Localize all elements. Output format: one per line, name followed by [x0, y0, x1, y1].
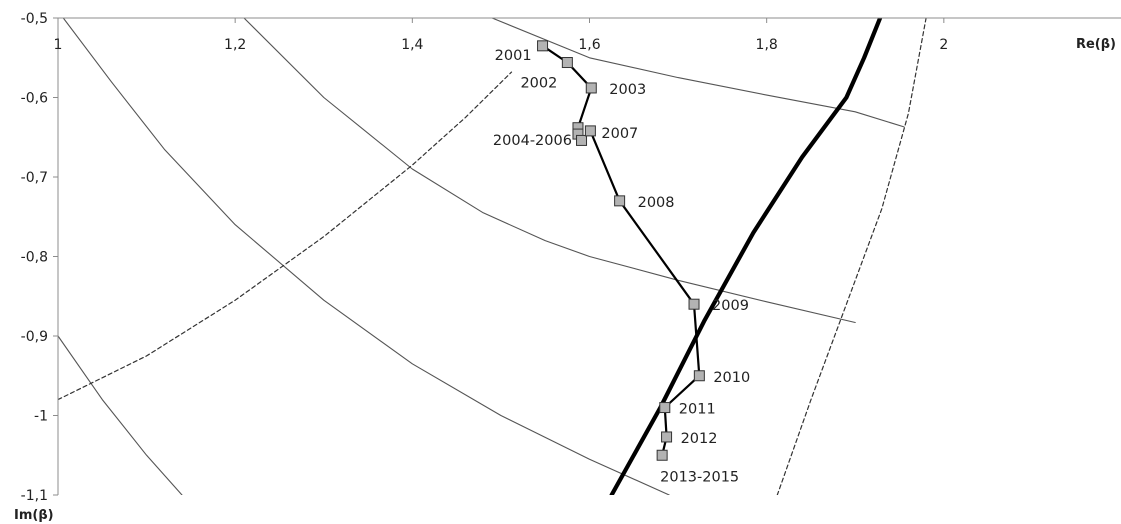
y-tick-label: -1: [34, 409, 48, 425]
x-tick-label: 2: [939, 37, 948, 53]
x-axis-label: Re(β): [1076, 37, 1116, 52]
point-label: 2004-2006: [493, 133, 572, 149]
point-label: 2011: [679, 402, 716, 418]
y-tick-label: -0,9: [21, 329, 48, 345]
x-tick-label: 1,2: [224, 37, 246, 53]
axes-layer: -0,5 -0,6 -0,7 -0,8 -0,9 -1 -1,1 1 1,2 1,4 1,6 1,8 2…: [14, 11, 1121, 523]
curve-6-dashed: [776, 18, 927, 495]
y-tick-label: -0,6: [21, 91, 48, 107]
y-tick-label: -1,1: [21, 488, 48, 504]
point-label: 2002: [520, 76, 557, 92]
curves-layer: [58, 18, 927, 495]
y-tick-label: -0,7: [21, 170, 48, 186]
trajectory-marker: [585, 82, 597, 94]
trajectory-marker: [584, 125, 596, 137]
trajectory-layer: [537, 40, 705, 461]
x-tick-label: 1,6: [578, 37, 600, 53]
point-label: 2013-2015: [660, 469, 739, 485]
curve-4-thin-solid: [58, 335, 183, 495]
curve-2-thin-solid: [243, 18, 856, 324]
trajectory-marker: [659, 402, 671, 414]
curve-1-thin-solid: [62, 18, 670, 495]
trajectory-marker: [537, 40, 549, 52]
trajectory-line: [541, 44, 701, 456]
curve-5-dashed: [58, 71, 513, 401]
trajectory-marker: [688, 298, 700, 310]
point-label: 2003: [609, 82, 646, 98]
point-label: 2007: [601, 126, 638, 142]
x-tick-label: 1: [54, 37, 63, 53]
y-tick-label: -0,8: [21, 250, 48, 266]
y-axis-label: Im(β): [14, 508, 54, 523]
point-label: 2001: [495, 48, 532, 64]
y-tick-label: -0,5: [21, 11, 48, 27]
x-tick-label: 1,4: [401, 37, 423, 53]
curve-3-thin-solid: [491, 18, 905, 128]
point-label: 2009: [712, 298, 749, 314]
trajectory-marker: [614, 195, 626, 207]
point-label: 2008: [638, 195, 675, 211]
trajectory-marker: [693, 370, 705, 382]
trajectory-marker: [661, 431, 673, 443]
trajectory-marker: [561, 57, 573, 69]
point-label: 2010: [713, 370, 750, 386]
trajectory-marker: [576, 134, 588, 146]
x-tick-label: 1,8: [756, 37, 778, 53]
labels-layer: 2001 2002 2003 2004-2006 2007 2008 2009 2010 201…: [493, 48, 750, 485]
point-label: 2012: [681, 431, 718, 447]
curve-7-thick-solid: [609, 18, 883, 495]
trajectory-marker: [656, 449, 668, 461]
